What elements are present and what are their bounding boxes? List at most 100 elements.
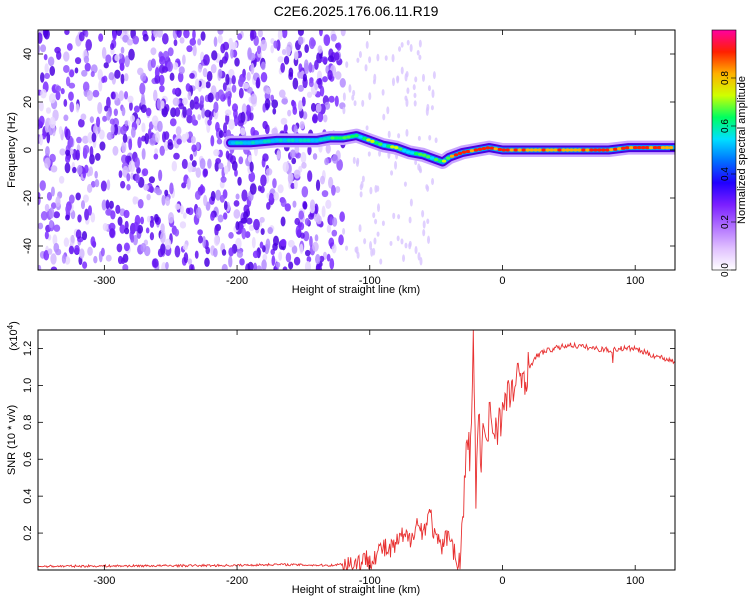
spectral-noise-cell	[189, 72, 195, 79]
spectral-noise-cell	[304, 218, 310, 226]
spectral-noise-cell	[181, 158, 188, 170]
spectral-noise-cell	[330, 33, 337, 42]
spectral-noise-cell	[414, 246, 418, 255]
spectral-noise-cell	[368, 92, 372, 101]
spectral-noise-cell	[280, 216, 286, 227]
spectral-noise-cell	[216, 138, 223, 145]
spectral-noise-cell	[238, 77, 244, 87]
spectral-noise-cell	[132, 196, 139, 205]
spectral-noise-cell	[408, 216, 412, 224]
spectral-noise-cell	[174, 88, 179, 95]
spectral-noise-cell	[409, 43, 413, 53]
snr-x-ticks: -300 -200 -100 0 100	[93, 330, 644, 587]
spectral-noise-cell	[404, 242, 408, 249]
spectral-noise-cell	[293, 50, 299, 61]
spectral-noise-cell	[136, 167, 141, 174]
spectral-noise-cell	[391, 54, 395, 63]
spectral-noise-cell	[44, 72, 51, 80]
spectral-noise-cell	[427, 235, 431, 244]
signal-peak-cell	[262, 139, 268, 144]
spectral-noise-cell	[149, 137, 157, 146]
spectral-noise-cell	[358, 51, 362, 58]
spectral-noise-cell	[262, 253, 268, 261]
spectral-noise-cell	[76, 136, 82, 144]
spectral-noise-cell	[293, 256, 301, 266]
spectral-noise-cell	[114, 69, 121, 79]
spectral-noise-cell	[431, 177, 435, 186]
spectral-noise-cell	[304, 260, 311, 270]
signal-peak-cell	[398, 147, 403, 151]
spectral-noise-cell	[222, 212, 228, 220]
signal-peak-cell	[537, 148, 542, 152]
spectral-noise-cell	[65, 128, 71, 141]
spectral-noise-cell	[234, 169, 238, 177]
spectral-noise-cell	[108, 72, 115, 81]
signal-peak-cell	[306, 138, 311, 142]
spectral-noise-cell	[91, 132, 97, 143]
spectral-noise-cell	[244, 231, 251, 239]
spectral-noise-cell	[63, 99, 68, 107]
spectral-noise-cell	[386, 106, 390, 115]
spectral-noise-cell	[331, 154, 339, 164]
spectral-noise-cell	[400, 42, 404, 48]
spectral-noise-cell	[213, 36, 218, 47]
spectral-noise-cell	[213, 247, 218, 258]
spectral-noise-cell	[256, 77, 261, 89]
spectral-noise-cell	[319, 255, 325, 263]
spectral-noise-cell	[174, 107, 181, 117]
spectral-noise-cell	[141, 122, 146, 133]
spectral-noise-cell	[112, 30, 117, 41]
spectral-noise-cell	[422, 220, 426, 229]
spectral-noise-cell	[101, 199, 107, 211]
spectral-noise-cell	[260, 61, 266, 71]
spectral-noise-cell	[191, 144, 197, 152]
signal-peak-cell	[386, 144, 391, 148]
spectral-noise-cell	[382, 113, 386, 121]
colorbar: 0.0 0.2 0.4 0.6 0.8 Normalized spectral ampl…	[711, 29, 748, 277]
spectral-noise-cell	[106, 179, 111, 191]
spectral-noise-cell	[251, 236, 256, 249]
snr-series-line	[38, 330, 675, 570]
spectral-noise-cell	[124, 227, 130, 235]
spectral-noise-cell	[219, 194, 225, 203]
spectral-noise-cell	[128, 101, 133, 111]
spectral-noise-cell	[157, 120, 163, 132]
spectral-noise-cell	[124, 55, 130, 68]
spectral-noise-cell	[178, 103, 184, 110]
spectral-noise-cell	[376, 53, 380, 62]
spectral-noise-cell	[342, 228, 346, 235]
spectral-noise-cell	[260, 71, 268, 83]
spectral-noise-cell	[220, 43, 226, 54]
spectral-noise-cell	[317, 111, 324, 123]
spectral-noise-cell	[135, 173, 140, 184]
signal-peak-cell	[465, 149, 471, 154]
spectral-noise-cell	[241, 227, 247, 240]
spectral-noise-cell	[64, 162, 71, 174]
spectral-noise-cell	[60, 88, 65, 95]
spectral-noise-cell	[68, 91, 74, 101]
spectral-noise-cell	[44, 203, 50, 212]
spectral-noise-cell	[199, 158, 206, 170]
signal-peak-cell	[553, 148, 558, 152]
spectral-noise-cell	[397, 133, 401, 139]
signal-peak-cell	[632, 146, 638, 150]
spectral-noise-cell	[68, 194, 75, 204]
spectral-noise-cell	[194, 78, 200, 90]
spectral-noise-cell	[194, 250, 199, 259]
spectral-noise-cell	[281, 30, 288, 39]
spectral-noise-cell	[288, 261, 294, 270]
spectral-noise-cell	[259, 241, 264, 249]
signal-peak-cell	[569, 148, 574, 152]
spectral-noise-cell	[173, 152, 180, 160]
spectral-noise-cell	[314, 59, 319, 70]
spectral-noise-cell	[63, 114, 69, 122]
spectral-noise-cell	[210, 135, 215, 147]
x-tick-label: 0	[499, 575, 505, 587]
signal-peak-cell	[485, 146, 491, 150]
spectral-noise-cell	[225, 113, 230, 125]
signal-peak-cell	[625, 146, 630, 150]
spectral-noise-cell	[269, 192, 274, 202]
spectral-noise-cell	[287, 239, 295, 248]
spectral-noise-cell	[352, 89, 356, 97]
x-tick-label: 0	[499, 275, 505, 287]
